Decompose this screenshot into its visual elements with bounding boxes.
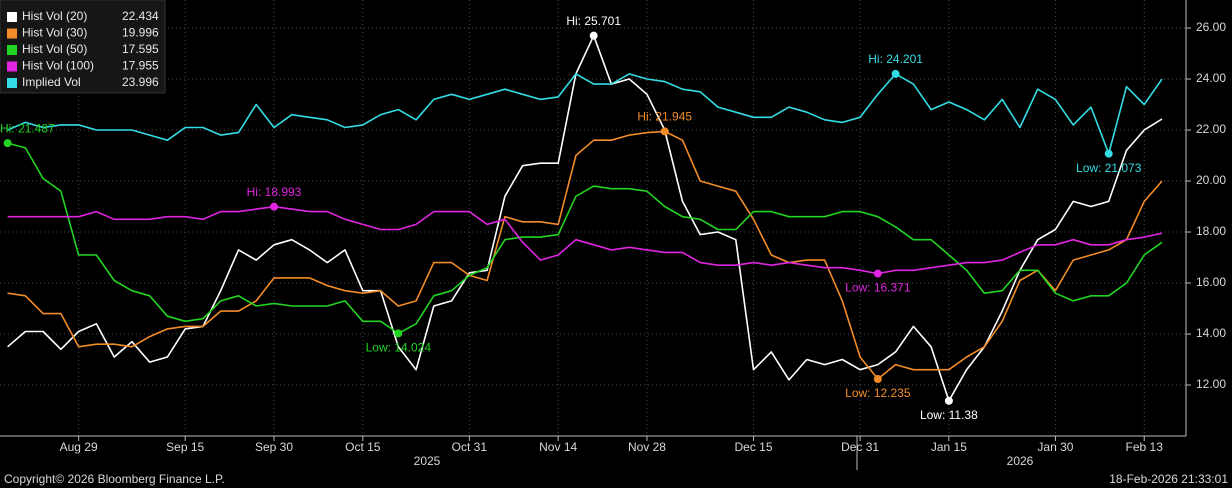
x-tick-label: Nov 14: [539, 440, 577, 454]
series-line: [7, 205, 1163, 275]
value-label: Low: 16.371: [845, 281, 911, 295]
legend: Hist Vol (20) 22.434 Hist Vol (30) 19.996 Hi…: [0, 0, 166, 94]
legend-label: Hist Vol (30): [22, 26, 87, 40]
x-tick-label: Nov 28: [628, 440, 666, 454]
legend-value: 17.955: [122, 59, 159, 73]
value-label: Hi: 21.487: [0, 121, 55, 135]
copyright: Copyright© 2026 Bloomberg Finance L.P.: [4, 472, 225, 486]
extreme-marker: [3, 139, 12, 148]
legend-value: 23.996: [122, 75, 159, 89]
series-line: [7, 130, 1163, 380]
value-label: Hi: 25.701: [566, 14, 621, 28]
extreme-marker: [873, 269, 882, 278]
year-label: 2026: [1007, 454, 1034, 468]
x-tick-label: Feb 13: [1126, 440, 1164, 454]
y-tick-label: 18.00: [1196, 224, 1226, 238]
x-tick-label: Jan 15: [931, 440, 967, 454]
y-tick-label: 16.00: [1196, 275, 1226, 289]
value-label: Low: 14.024: [366, 341, 432, 355]
value-label: Hi: 21.945: [637, 110, 692, 124]
x-tick-label: Oct 31: [452, 440, 488, 454]
extreme-marker: [394, 329, 403, 338]
x-tick-label: Dec 31: [841, 440, 879, 454]
value-label: Low: 12.235: [845, 386, 911, 400]
legend-label: Hist Vol (20): [22, 9, 87, 23]
x-tick-label: Sep 15: [166, 440, 204, 454]
y-tick-label: 12.00: [1196, 377, 1226, 391]
x-tick-label: Aug 29: [60, 440, 98, 454]
series-line: [7, 142, 1163, 335]
value-label: Hi: 24.201: [868, 52, 923, 66]
legend-swatch: [7, 28, 17, 39]
extreme-marker: [944, 396, 953, 405]
value-label: Hi: 18.993: [247, 185, 302, 199]
y-tick-label: 22.00: [1196, 122, 1226, 136]
extreme-marker: [270, 202, 278, 211]
extreme-marker: [891, 69, 900, 78]
x-tick-label: Sep 30: [255, 440, 293, 454]
legend-swatch: [7, 12, 17, 22]
value-label: Low: 21.073: [1076, 161, 1142, 175]
timestamp: 18-Feb-2026 21:33:01: [1109, 472, 1228, 486]
legend-swatch: [7, 45, 17, 55]
legend-label: Implied Vol: [22, 75, 81, 89]
x-tick-label: Dec 15: [735, 440, 773, 454]
x-tick-label: Oct 15: [345, 440, 381, 454]
legend-swatch: [7, 61, 17, 72]
legend-value: 19.996: [122, 26, 159, 40]
legend-value: 17.595: [122, 42, 159, 56]
extreme-marker: [1104, 149, 1113, 158]
legend-label: Hist Vol (100): [22, 59, 94, 73]
y-tick-label: 26.00: [1196, 20, 1226, 34]
y-tick-label: 14.00: [1196, 326, 1226, 340]
y-tick-label: 20.00: [1196, 173, 1226, 187]
legend-swatch: [7, 78, 17, 88]
series-line: [7, 73, 1163, 155]
year-label: 2025: [414, 454, 441, 468]
extreme-marker: [873, 375, 882, 384]
legend-value: 22.434: [122, 9, 159, 23]
y-tick-label: 24.00: [1196, 71, 1226, 85]
value-label: Low: 11.38: [920, 408, 978, 422]
legend-label: Hist Vol (50): [22, 42, 87, 56]
extreme-marker: [589, 31, 598, 40]
extreme-marker: [660, 127, 669, 136]
legend-box: [0, 0, 166, 94]
x-tick-label: Jan 30: [1037, 440, 1073, 454]
